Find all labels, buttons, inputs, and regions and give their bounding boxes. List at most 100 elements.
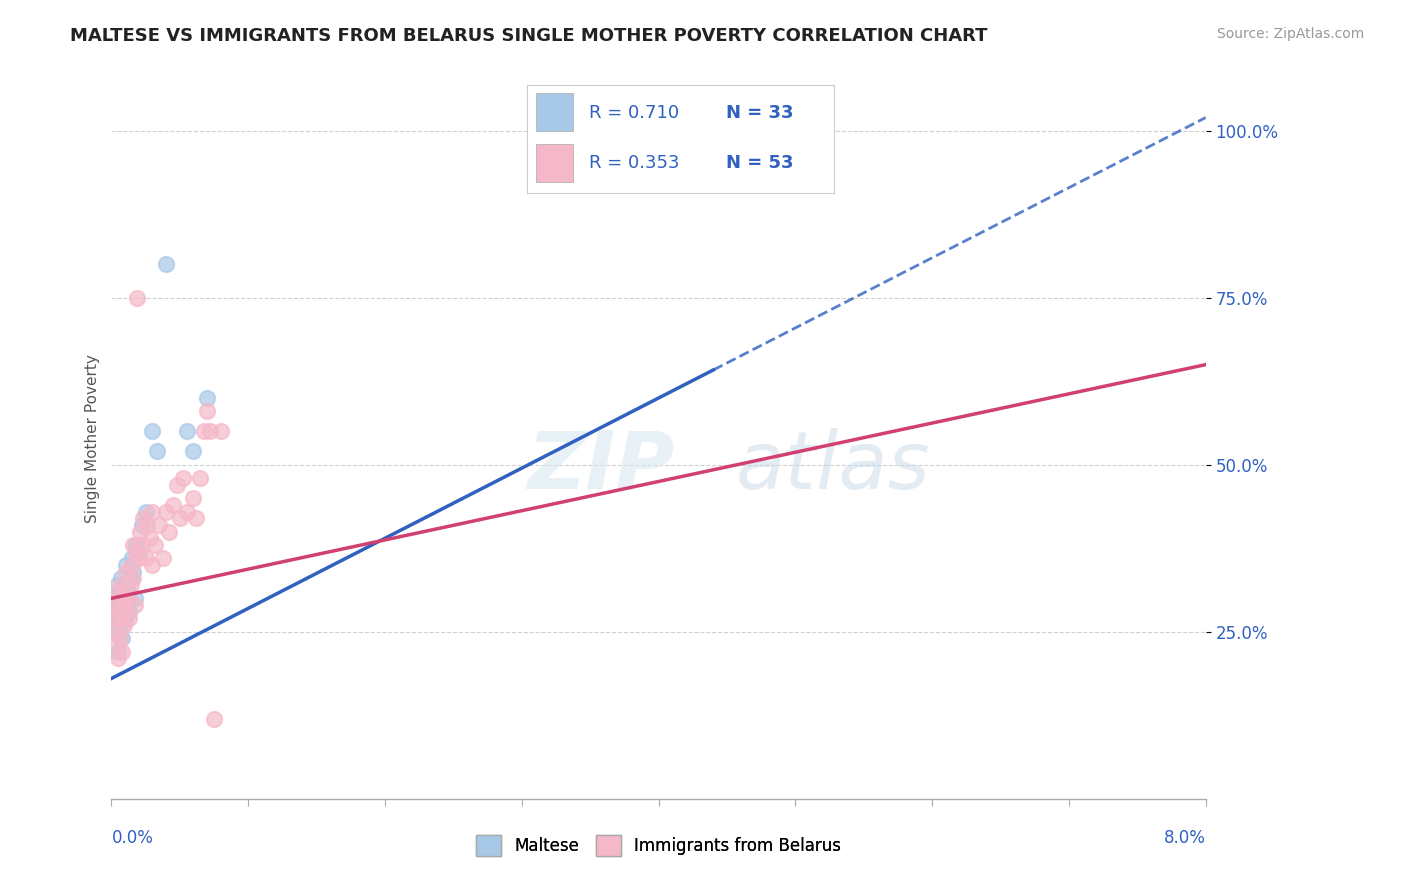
Point <box>132 511 155 525</box>
Point <box>166 478 188 492</box>
Point <box>128 551 150 566</box>
Point <box>107 651 129 665</box>
Point <box>107 645 129 659</box>
Point <box>108 632 131 646</box>
Point <box>176 425 198 439</box>
Point <box>107 605 129 619</box>
Point <box>198 425 221 439</box>
Point <box>114 578 136 592</box>
Point <box>141 504 163 518</box>
Point <box>129 524 152 539</box>
Legend: Maltese, Immigrants from Belarus: Maltese, Immigrants from Belarus <box>470 829 848 863</box>
Point <box>155 504 177 518</box>
Point <box>176 504 198 518</box>
Point <box>117 591 139 606</box>
Point <box>110 605 132 619</box>
Point <box>131 538 153 552</box>
Point <box>152 551 174 566</box>
Point <box>121 558 143 572</box>
Point <box>112 618 135 632</box>
Point <box>186 511 208 525</box>
Point <box>202 712 225 726</box>
Text: 0.0%: 0.0% <box>111 830 153 847</box>
Point <box>138 531 160 545</box>
Text: Source: ZipAtlas.com: Source: ZipAtlas.com <box>1216 27 1364 41</box>
Text: N = 53: N = 53 <box>727 153 794 171</box>
Point <box>122 565 145 579</box>
Point <box>145 444 167 458</box>
Point <box>107 598 129 612</box>
Point <box>115 558 138 572</box>
Point <box>141 425 163 439</box>
Point <box>104 611 127 625</box>
Point <box>105 578 128 592</box>
FancyBboxPatch shape <box>537 94 574 131</box>
Point <box>118 611 141 625</box>
Point <box>135 551 157 566</box>
Point <box>114 605 136 619</box>
Point <box>121 551 143 566</box>
Text: R = 0.710: R = 0.710 <box>589 103 679 122</box>
Point <box>172 471 194 485</box>
Point <box>169 511 191 525</box>
Text: ZIP: ZIP <box>527 428 675 506</box>
Point <box>141 558 163 572</box>
Point <box>114 598 136 612</box>
Point <box>125 538 148 552</box>
Text: N = 33: N = 33 <box>727 103 794 122</box>
Point <box>111 645 134 659</box>
Point <box>104 601 127 615</box>
Point <box>143 538 166 552</box>
Point <box>131 517 153 532</box>
FancyBboxPatch shape <box>537 145 574 182</box>
Point <box>108 618 131 632</box>
Point <box>125 544 148 558</box>
Text: 8.0%: 8.0% <box>1164 830 1206 847</box>
Point <box>108 584 131 599</box>
Point <box>136 517 159 532</box>
Point <box>124 591 146 606</box>
Point <box>110 578 132 592</box>
Point <box>122 571 145 585</box>
Point <box>127 291 149 305</box>
Point <box>104 611 127 625</box>
Point <box>135 504 157 518</box>
Point <box>183 444 205 458</box>
Point <box>162 498 184 512</box>
Point <box>188 471 211 485</box>
Point <box>128 544 150 558</box>
Point <box>155 257 177 271</box>
Point <box>117 584 139 599</box>
Point <box>193 425 215 439</box>
Point <box>148 517 170 532</box>
Point <box>105 638 128 652</box>
Point <box>103 605 125 619</box>
Point <box>118 605 141 619</box>
Point <box>105 624 128 639</box>
Point <box>183 491 205 505</box>
Point <box>195 404 218 418</box>
Point <box>108 591 131 606</box>
Point <box>120 578 142 592</box>
Point <box>111 632 134 646</box>
Point <box>209 425 232 439</box>
Point <box>104 591 127 606</box>
Text: R = 0.353: R = 0.353 <box>589 153 679 171</box>
Point <box>105 584 128 599</box>
Point <box>104 624 127 639</box>
Point <box>114 584 136 599</box>
Point <box>111 591 134 606</box>
Y-axis label: Single Mother Poverty: Single Mother Poverty <box>86 353 100 523</box>
Point <box>157 524 180 539</box>
Point <box>124 598 146 612</box>
Point <box>122 538 145 552</box>
Point <box>112 611 135 625</box>
Point <box>195 391 218 405</box>
Point <box>104 598 127 612</box>
Point <box>103 611 125 625</box>
Point <box>111 598 134 612</box>
Point <box>110 611 132 625</box>
Text: MALTESE VS IMMIGRANTS FROM BELARUS SINGLE MOTHER POVERTY CORRELATION CHART: MALTESE VS IMMIGRANTS FROM BELARUS SINGL… <box>70 27 988 45</box>
Point <box>115 565 138 579</box>
Text: atlas: atlas <box>735 428 929 506</box>
